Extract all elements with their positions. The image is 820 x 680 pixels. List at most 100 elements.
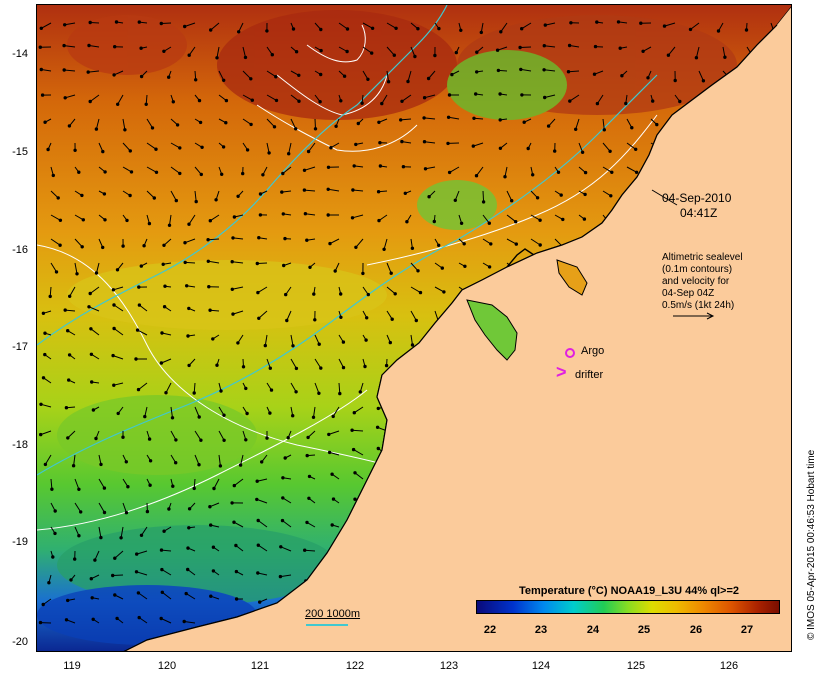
velocity-vector xyxy=(146,142,157,150)
velocity-vector xyxy=(89,94,100,102)
velocity-vector-head xyxy=(403,191,407,196)
velocity-vector-head xyxy=(63,23,67,27)
velocity-vector-head xyxy=(331,414,335,419)
velocity-vector-head xyxy=(432,219,436,224)
velocity-vector xyxy=(407,70,412,82)
velocity-vector xyxy=(280,546,292,552)
velocity-vector-head xyxy=(437,26,441,31)
velocity-vector-head xyxy=(634,147,638,152)
velocity-vector-head xyxy=(114,20,119,24)
velocity-vector-head xyxy=(265,436,269,440)
velocity-vector-head xyxy=(208,219,213,223)
velocity-vector xyxy=(138,382,148,390)
velocity-vector-head xyxy=(526,146,530,151)
velocity-vector xyxy=(122,142,131,152)
velocity-vector-head xyxy=(283,456,287,460)
velocity-vector-head xyxy=(569,21,573,25)
velocity-vector-head xyxy=(116,411,120,416)
velocity-vector-head xyxy=(446,115,451,120)
velocity-vector-head xyxy=(475,50,479,54)
velocity-vector xyxy=(602,142,611,152)
velocity-vector-head xyxy=(119,536,123,540)
velocity-vector-head xyxy=(546,124,551,128)
velocity-vector-head xyxy=(175,123,180,127)
velocity-vector-head xyxy=(211,569,216,573)
velocity-vector xyxy=(304,166,316,171)
velocity-vector-head xyxy=(305,520,309,525)
argo-label: Argo xyxy=(581,345,605,357)
velocity-vector-head xyxy=(91,617,95,621)
velocity-vector xyxy=(210,22,220,31)
velocity-vector xyxy=(448,116,460,120)
velocity-vector xyxy=(568,70,580,73)
velocity-vector-head xyxy=(214,198,218,202)
velocity-vector xyxy=(280,574,292,578)
velocity-vector-head xyxy=(187,526,191,530)
velocity-vector xyxy=(257,520,268,528)
velocity-vector-head xyxy=(230,287,235,291)
velocity-vector-head xyxy=(414,318,418,323)
velocity-vector-head xyxy=(94,436,98,441)
velocity-vector-head xyxy=(454,50,458,55)
velocity-vector xyxy=(113,328,124,336)
velocity-vector-head xyxy=(278,574,283,579)
velocity-vector-head xyxy=(255,261,260,266)
velocity-vector xyxy=(232,310,244,315)
velocity-vector xyxy=(188,214,196,225)
velocity-vector-head xyxy=(159,548,164,552)
velocity-vector xyxy=(69,286,76,297)
velocity-vector xyxy=(218,454,221,466)
velocity-vector-head xyxy=(361,271,365,276)
velocity-vector-head xyxy=(249,122,253,127)
velocity-vector-head xyxy=(339,292,343,296)
velocity-vector-head xyxy=(306,149,311,154)
velocity-vector-head xyxy=(281,476,285,480)
velocity-vector-head xyxy=(186,546,190,550)
x-tick-label: 126 xyxy=(719,660,739,672)
velocity-vector xyxy=(170,190,177,201)
velocity-vector-head xyxy=(51,555,55,559)
velocity-vector xyxy=(64,45,76,48)
velocity-vector-head xyxy=(688,27,693,32)
velocity-vector-head xyxy=(88,291,92,296)
velocity-vector xyxy=(482,190,485,202)
velocity-vector-head xyxy=(535,196,540,200)
velocity-vector xyxy=(410,262,419,272)
velocity-vector-head xyxy=(144,102,148,107)
velocity-vector-head xyxy=(317,391,321,395)
velocity-vector xyxy=(353,449,364,456)
velocity-vector xyxy=(304,549,316,552)
velocity-vector-head xyxy=(630,126,634,130)
velocity-vector-head xyxy=(209,594,213,598)
velocity-vector xyxy=(185,593,196,600)
velocity-vector-head xyxy=(354,245,358,250)
velocity-vector-head xyxy=(294,366,299,371)
y-tick-label: -18 xyxy=(12,439,28,451)
velocity-vector-head xyxy=(222,78,226,83)
velocity-vector-head xyxy=(390,317,394,321)
velocity-vector xyxy=(218,430,225,441)
velocity-vector-head xyxy=(423,167,428,171)
velocity-vector-head xyxy=(583,192,587,197)
velocity-vector-head xyxy=(413,54,417,59)
velocity-vector-head xyxy=(330,523,334,527)
velocity-vector-head xyxy=(538,243,542,247)
velocity-vector-head xyxy=(258,213,263,217)
velocity-vector xyxy=(338,22,348,30)
velocity-vector-head xyxy=(230,501,234,505)
velocity-vector-head xyxy=(194,199,198,204)
velocity-vector-head xyxy=(446,141,450,146)
velocity-vector-head xyxy=(208,505,212,509)
velocity-vector xyxy=(383,238,388,250)
velocity-vector-head xyxy=(215,56,219,60)
velocity-vector-head xyxy=(303,212,308,216)
velocity-vector-head xyxy=(358,390,362,394)
velocity-vector-head xyxy=(437,243,441,248)
velocity-vector-head xyxy=(87,43,91,48)
velocity-vector-head xyxy=(327,432,331,437)
velocity-vector-head xyxy=(662,24,667,28)
velocity-vector-head xyxy=(327,450,332,455)
velocity-vector-head xyxy=(474,174,479,178)
velocity-vector-head xyxy=(394,26,398,30)
velocity-vector-head xyxy=(392,53,396,57)
